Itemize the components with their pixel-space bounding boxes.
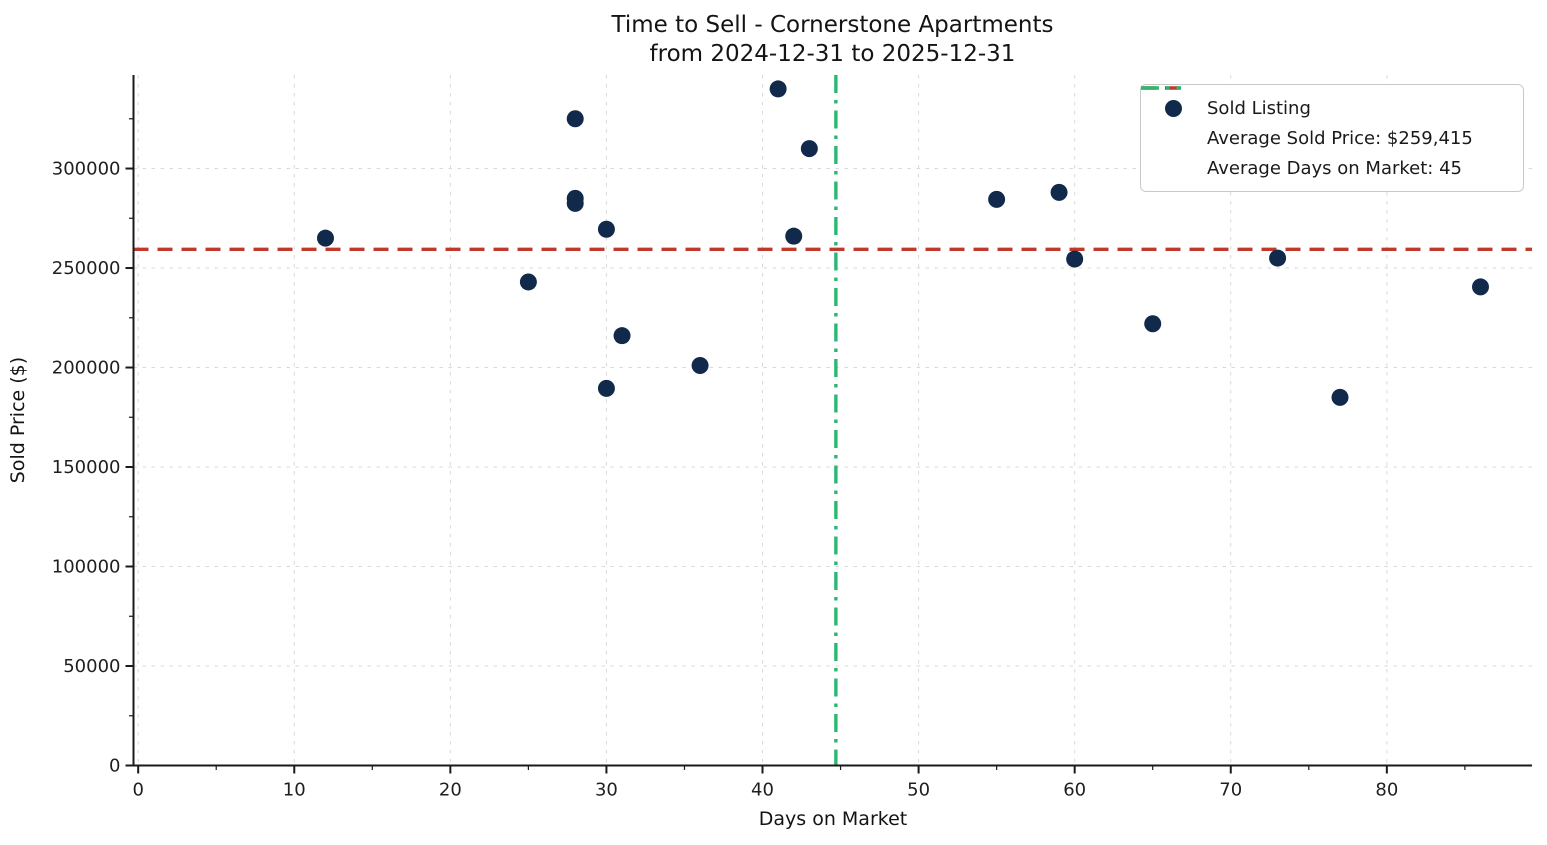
point-layer: [316, 80, 1489, 406]
scatter-point: [566, 110, 584, 128]
y-tick-label: 150000: [52, 457, 121, 478]
legend-item-average-sold-price: Average Sold Price: $259,415: [1141, 86, 1513, 153]
scatter-point: [800, 140, 818, 158]
refline-layer: [133, 75, 1532, 766]
x-tick-label: 70: [1219, 780, 1242, 801]
scatter-point: [769, 80, 787, 98]
legend-label: Average Days on Market: 45: [1207, 157, 1462, 179]
grid-layer: [133, 75, 1532, 766]
sold-listing-marker-icon: [1153, 99, 1193, 117]
scatter-point: [519, 273, 537, 291]
scatter-point: [1331, 388, 1349, 406]
y-tick-label: 50000: [63, 656, 120, 677]
scatter-point: [566, 194, 584, 212]
scatter-point: [691, 357, 709, 375]
scatter-point: [1144, 315, 1162, 333]
chart-legend: Sold Listing Average Sold Price: $259,41…: [1140, 84, 1524, 192]
x-tick-label: 20: [439, 780, 462, 801]
legend-label: Average Sold Price: $259,415: [1207, 127, 1473, 149]
x-tick-label: 80: [1375, 780, 1398, 801]
scatter-point: [1269, 249, 1287, 267]
scatter-point: [1471, 278, 1489, 296]
y-tick-label: 200000: [52, 358, 121, 379]
x-tick-label: 50: [907, 780, 930, 801]
y-axis-label: Sold Price ($): [7, 357, 29, 483]
scatter-point: [988, 190, 1006, 208]
chart-subtitle: from 2024-12-31 to 2025-12-31: [649, 41, 1016, 67]
spine-layer: [132, 75, 1532, 767]
y-tick-label: 100000: [52, 557, 121, 578]
legend-label: Sold Listing: [1207, 97, 1311, 119]
y-tick-label: 0: [109, 756, 120, 777]
scatter-point: [597, 220, 615, 238]
x-tick-label: 0: [132, 780, 143, 801]
scatter-point: [613, 327, 631, 345]
scatter-dot-icon: [1164, 99, 1182, 117]
scatter-point: [316, 229, 334, 247]
tick-layer: 0 10 20 30 40 50 60 70 80 0 50000 100000 150000 20000…: [52, 118, 1466, 801]
scatter-point: [1066, 250, 1084, 268]
scatter-point: [1050, 183, 1068, 201]
x-tick-label: 60: [1063, 780, 1086, 801]
scatter-point: [785, 227, 803, 245]
x-tick-label: 10: [283, 780, 306, 801]
chart-title-block: Time to Sell - Cornerstone Apartments fr…: [133, 11, 1532, 69]
x-tick-label: 40: [751, 780, 774, 801]
scatter-point: [597, 379, 615, 397]
chart-title: Time to Sell - Cornerstone Apartments: [611, 12, 1054, 38]
x-tick-label: 30: [595, 780, 618, 801]
x-axis-label: Days on Market: [759, 808, 907, 830]
legend-item-average-days-on-market: Average Days on Market: 45: [1141, 86, 1513, 183]
legend-item-sold-listing: Sold Listing: [1153, 93, 1513, 123]
y-tick-label: 300000: [52, 159, 121, 180]
y-tick-label: 250000: [52, 258, 121, 279]
